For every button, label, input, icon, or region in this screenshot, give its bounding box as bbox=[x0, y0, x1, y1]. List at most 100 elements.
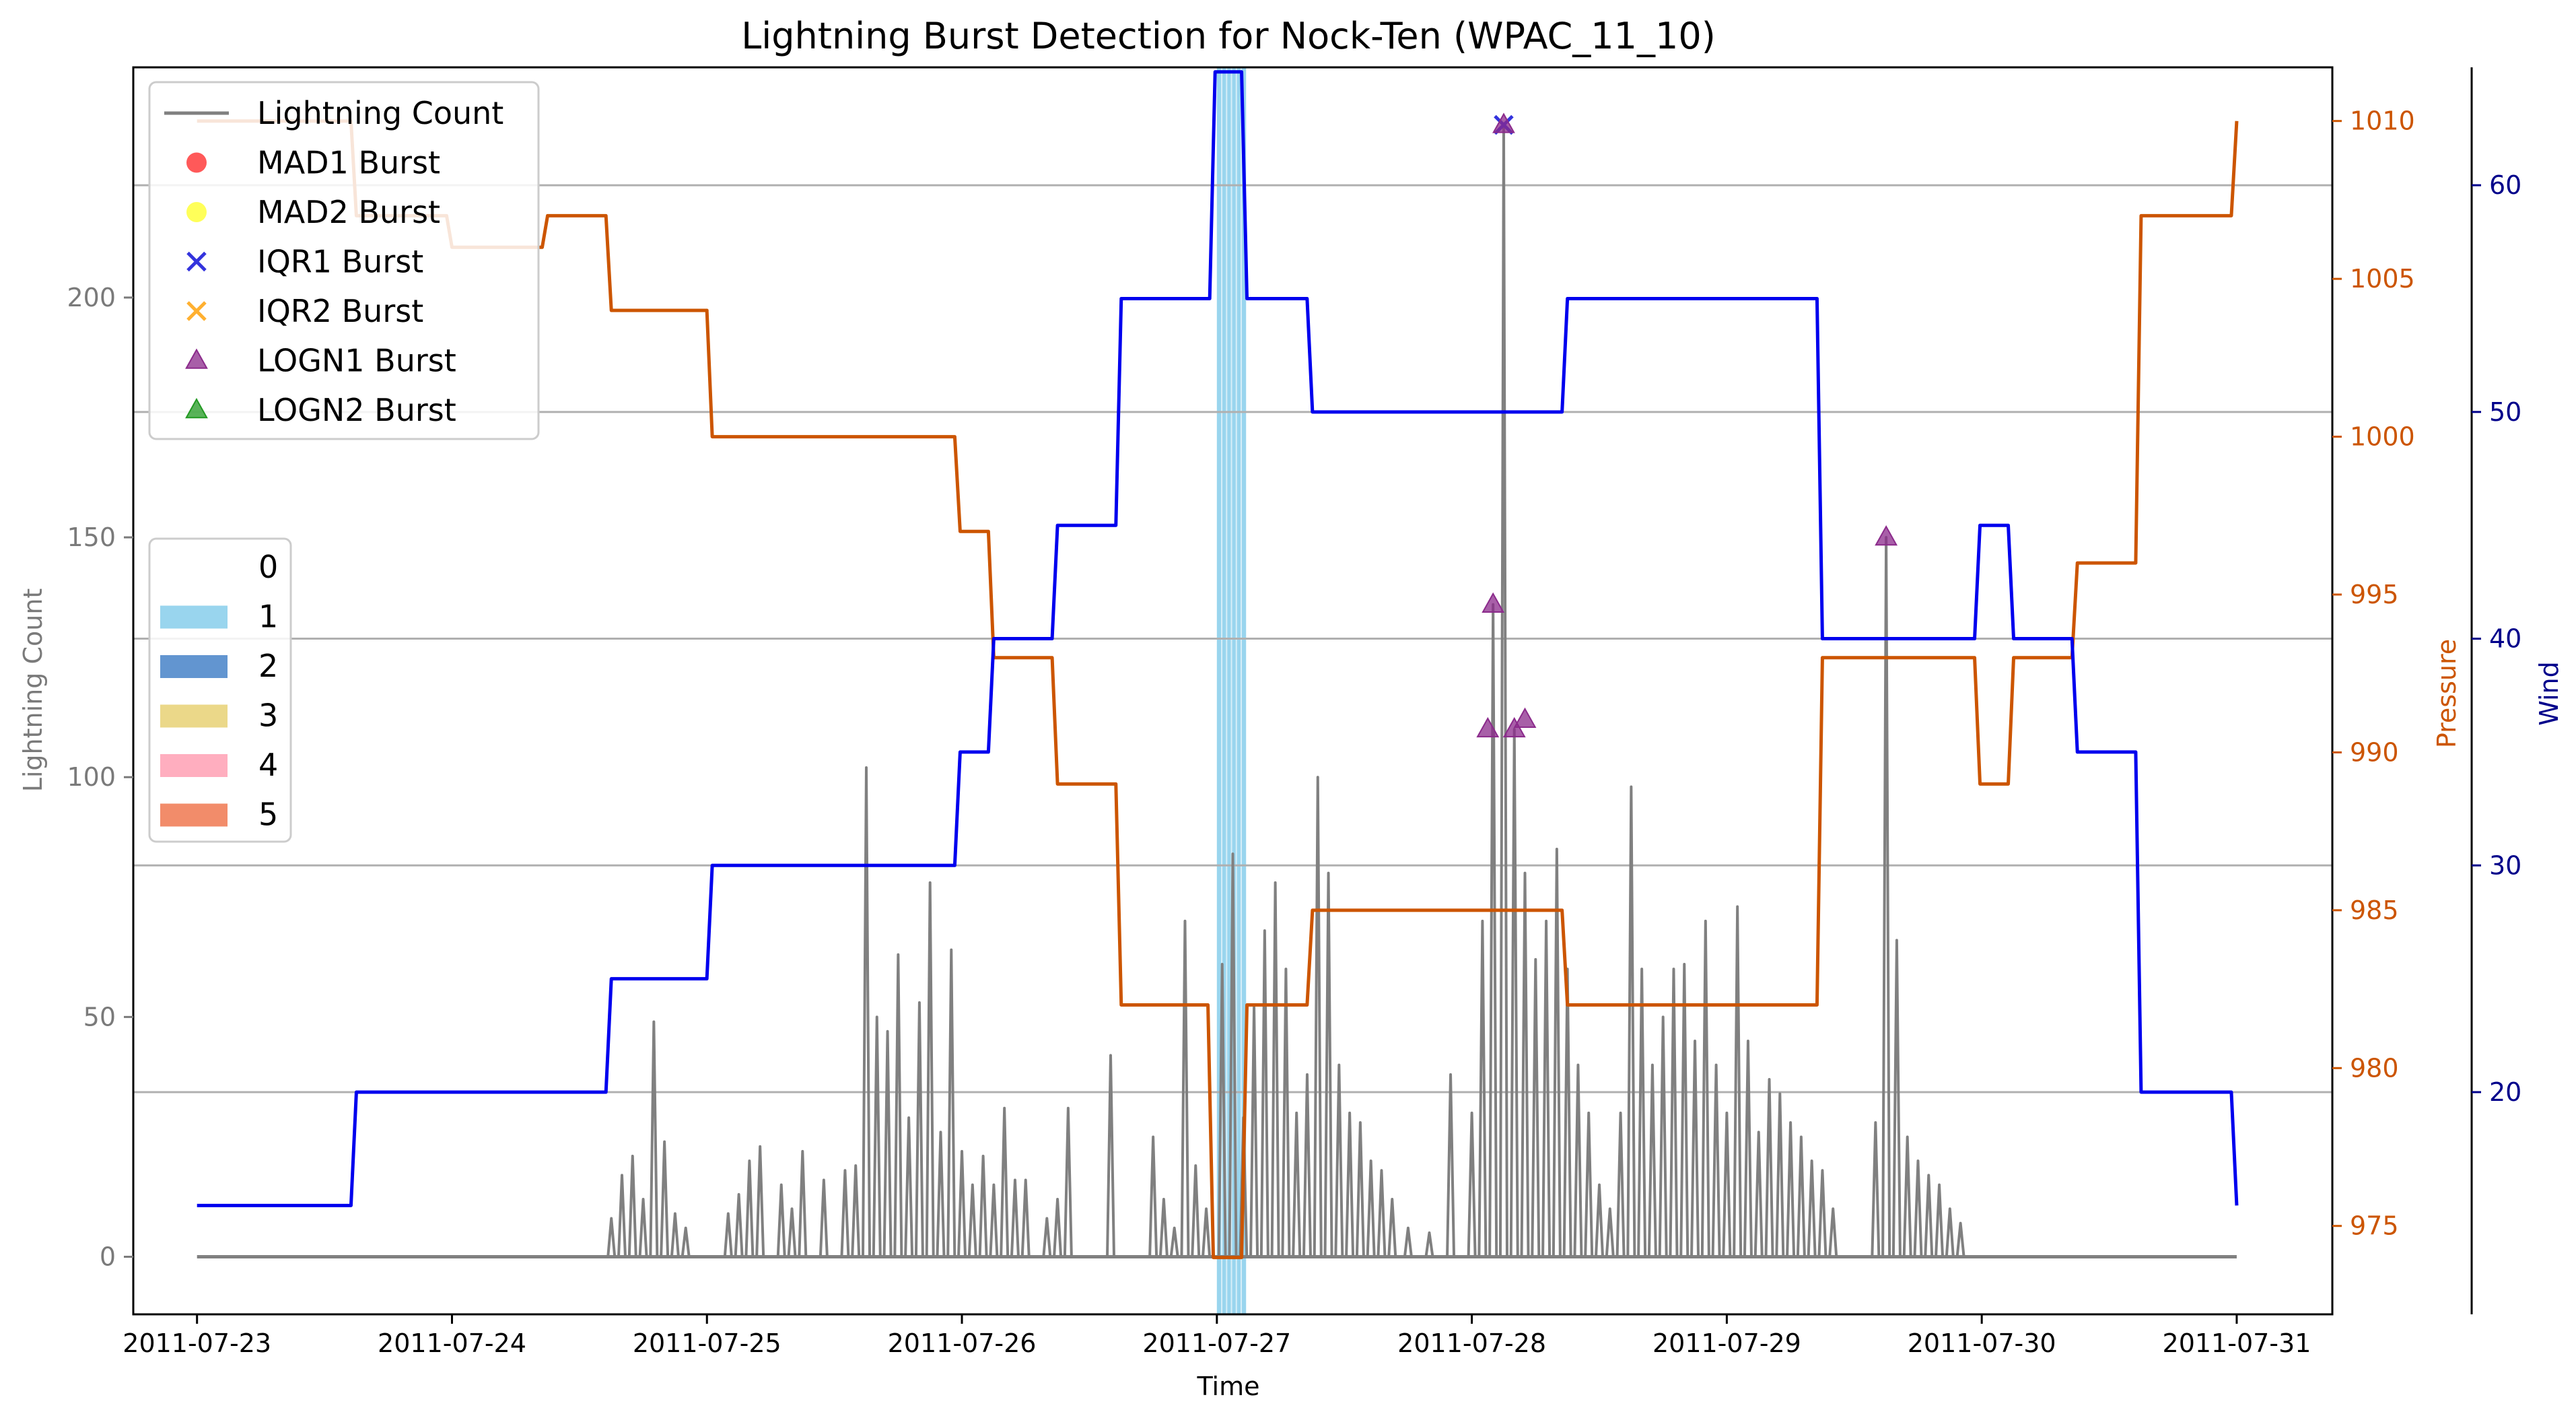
lightning-spike bbox=[1158, 1198, 1169, 1257]
lightning-spike bbox=[1302, 1073, 1312, 1257]
lightning-spike bbox=[1467, 1111, 1477, 1257]
lightning-spike bbox=[1355, 1121, 1365, 1257]
lightning-spike bbox=[1010, 1178, 1020, 1257]
lightning-spike bbox=[1562, 968, 1572, 1257]
legend-series-label: IQR2 Burst bbox=[257, 293, 423, 329]
lightning-spike bbox=[1000, 1106, 1010, 1257]
x-tick-label: 2011-07-28 bbox=[1397, 1328, 1546, 1358]
lightning-spike bbox=[1377, 1169, 1387, 1257]
lightning-spike bbox=[1743, 1039, 1753, 1257]
x-tick-label: 2011-07-23 bbox=[123, 1328, 271, 1358]
legend-series-label: MAD2 Burst bbox=[257, 194, 440, 230]
x-tick-label: 2011-07-29 bbox=[1652, 1328, 1801, 1358]
y-tick-label-left: 200 bbox=[67, 283, 116, 312]
y-tick-label-wind: 40 bbox=[2489, 624, 2521, 654]
lightning-spike bbox=[1700, 919, 1710, 1257]
y-tick-label-pressure: 980 bbox=[2350, 1053, 2399, 1083]
y-tick-label-pressure: 985 bbox=[2350, 896, 2399, 925]
lightning-spike bbox=[1202, 1207, 1212, 1257]
lightning-spike bbox=[1477, 919, 1488, 1257]
legend-series-label: MAD1 Burst bbox=[257, 145, 440, 181]
lightning-spike bbox=[1871, 1121, 1881, 1257]
lightning-spike bbox=[1552, 848, 1562, 1257]
lightning-spike bbox=[1531, 957, 1541, 1257]
lightning-spike bbox=[1945, 1207, 1955, 1257]
lightning-spike bbox=[755, 1145, 765, 1257]
y-tick-label-left: 100 bbox=[67, 762, 116, 792]
legend-series-box bbox=[148, 81, 540, 440]
lightning-spike bbox=[1259, 929, 1269, 1257]
lightning-spike bbox=[638, 1198, 648, 1257]
lightning-spike bbox=[1615, 1111, 1626, 1257]
burst-logn1 bbox=[1476, 716, 1500, 738]
lightning-spike bbox=[1913, 1159, 1923, 1257]
lightning-spike bbox=[744, 1159, 755, 1257]
lightning-spike bbox=[1424, 1231, 1434, 1257]
legend-category-swatch bbox=[160, 655, 228, 678]
lightning-spike bbox=[1345, 1111, 1355, 1257]
lightning-spike bbox=[1387, 1198, 1397, 1257]
legend-marker-x bbox=[186, 251, 207, 272]
lightning-spike bbox=[1217, 963, 1227, 1257]
lightning-spike bbox=[1169, 1226, 1179, 1257]
legend-category-label: 3 bbox=[258, 698, 278, 734]
lightning-spike bbox=[1292, 1111, 1302, 1257]
y-tick-label-pressure: 1005 bbox=[2350, 264, 2415, 294]
legend-series: Lightning Count MAD1 Burst MAD2 Burst IQR1 … bbox=[148, 81, 540, 440]
lightning-spike bbox=[776, 1183, 786, 1257]
x-tick-label: 2011-07-24 bbox=[378, 1328, 526, 1358]
burst-logn1 bbox=[1482, 592, 1505, 613]
y-tick-label-wind: 60 bbox=[2489, 170, 2521, 200]
x-tick-label: 2011-07-31 bbox=[2163, 1328, 2311, 1358]
lightning-spike bbox=[957, 1149, 967, 1257]
pressure-line bbox=[197, 119, 2239, 1260]
lightning-spike bbox=[1148, 1135, 1158, 1257]
y-tick-label-pressure: 1010 bbox=[2350, 106, 2415, 136]
lightning-spike bbox=[936, 1131, 946, 1257]
lightning-spike bbox=[1270, 881, 1280, 1257]
legend-category-swatch bbox=[160, 754, 228, 777]
lightning-spike bbox=[734, 1192, 744, 1257]
lightning-spike bbox=[840, 1169, 850, 1257]
wind-line bbox=[197, 70, 2239, 1207]
lightning-spike bbox=[1807, 1159, 1817, 1257]
legend-series-label: Lightning Count bbox=[257, 95, 503, 131]
lightning-spike bbox=[1605, 1207, 1615, 1257]
lightning-spike bbox=[967, 1183, 977, 1257]
legend-category-swatch bbox=[160, 803, 228, 827]
legend-category-label: 2 bbox=[258, 648, 278, 684]
lightning-spike bbox=[1658, 1015, 1668, 1257]
x-tick-label: 2011-07-27 bbox=[1142, 1328, 1291, 1358]
x-axis-label: Time bbox=[1197, 1372, 1260, 1401]
lightning-spike bbox=[617, 1174, 627, 1257]
y-axis-label-wind: Wind bbox=[2534, 661, 2564, 726]
lightning-spike bbox=[1669, 968, 1679, 1257]
legend-series-label: LOGN2 Burst bbox=[257, 392, 456, 428]
lightning-spike bbox=[1891, 939, 1902, 1257]
legend-category: 0 1 2 3 4 5 bbox=[148, 537, 292, 843]
lightning-spike bbox=[627, 1154, 637, 1257]
lightning-spike bbox=[1595, 1183, 1604, 1257]
lightning-spike bbox=[1924, 1174, 1934, 1257]
lightning-spike bbox=[882, 1030, 893, 1257]
lightning-spike bbox=[798, 1149, 808, 1257]
y-axis-label-pressure: Pressure bbox=[2432, 639, 2462, 748]
legend-category-swatch bbox=[160, 704, 228, 728]
y-tick-label-left: 50 bbox=[83, 1002, 116, 1032]
lightning-spike bbox=[1584, 1111, 1594, 1257]
x-tick-label: 2011-07-25 bbox=[633, 1328, 781, 1358]
lightning-spike bbox=[1935, 1183, 1945, 1257]
burst-logn1 bbox=[1513, 707, 1537, 728]
lightning-spike bbox=[681, 1226, 691, 1257]
lightning-spike bbox=[989, 1183, 999, 1257]
y-tick-label-pressure: 990 bbox=[2350, 737, 2399, 767]
lightning-spike bbox=[649, 1020, 659, 1257]
burst-x-stroke bbox=[186, 301, 207, 321]
x-tick-label: 2011-07-30 bbox=[1908, 1328, 2056, 1358]
lightning-spike bbox=[1902, 1135, 1912, 1257]
y-tick-label-pressure: 1000 bbox=[2350, 422, 2415, 452]
lightning-spike bbox=[1191, 1164, 1201, 1257]
lightning-spike bbox=[1281, 968, 1291, 1257]
lightning-spike bbox=[862, 766, 871, 1257]
